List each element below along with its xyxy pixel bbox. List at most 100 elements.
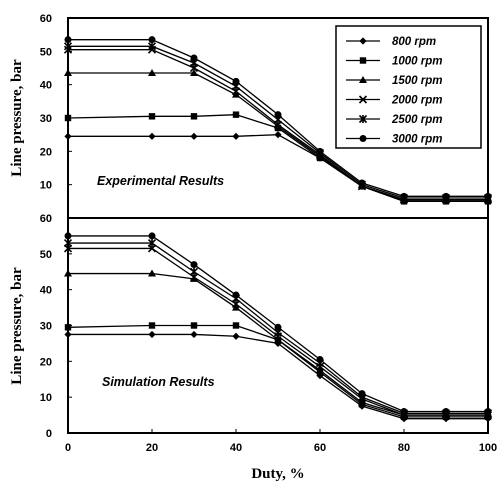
top-data-point (358, 179, 366, 187)
top-data-point (63, 42, 73, 51)
legend-label: 1500 rpm (392, 75, 443, 87)
x-tick-label: 100 (479, 442, 497, 454)
top-data-point (64, 114, 72, 122)
legend-item: 800 rpm (346, 36, 436, 48)
bottom-data-point (147, 239, 157, 248)
top-series-line (68, 45, 488, 199)
bottom-data-point (358, 398, 366, 406)
bottom-data-point (148, 269, 156, 277)
bottom-data-point (64, 232, 72, 240)
bottom-data-point (189, 267, 199, 276)
bottom-panel: 60 50 40 30 20 10 0 Simulation Results (40, 213, 493, 440)
bottom-series-line (68, 235, 488, 413)
bottom-data-point (190, 330, 198, 339)
bottom-y-tick-labels: 60 50 40 30 20 10 0 (40, 213, 72, 440)
top-y-tick-label: 40 (40, 80, 52, 92)
bottom-y-tick-label: 30 (40, 321, 52, 333)
legend-item: 1000 rpm (346, 56, 443, 68)
top-data-point (442, 192, 450, 200)
top-data-point (274, 131, 282, 139)
legend-label: 2000 rpm (391, 95, 443, 107)
legend-swatch-marker (359, 57, 367, 64)
bottom-data-point (484, 408, 492, 415)
top-data-point (400, 192, 408, 200)
bottom-data-point (148, 330, 156, 339)
legend-label: 3000 rpm (392, 134, 443, 146)
top-y-tick-label: 10 (40, 180, 52, 192)
top-y-tick-label: 20 (40, 146, 52, 158)
x-tick-label: 40 (230, 442, 242, 454)
top-data-point (274, 111, 282, 119)
bottom-data-point (64, 324, 72, 331)
x-axis-title: Duty, % (251, 466, 304, 482)
top-panel: 60 50 40 30 20 10 Experimental Results 800 rp… (40, 13, 493, 219)
bottom-y-axis-title: Line pressure, bar (9, 267, 25, 385)
bottom-data-point (358, 390, 366, 398)
bottom-data-point (232, 322, 240, 329)
top-series-5 (64, 36, 492, 200)
top-data-point (64, 69, 72, 76)
x-tick-label: 0 (65, 442, 71, 454)
bottom-y-tick-label: 10 (40, 392, 52, 404)
legend-label: 1000 rpm (392, 56, 443, 68)
bottom-data-point (190, 261, 198, 269)
legend-label: 2500 rpm (391, 114, 443, 126)
bottom-data-point (190, 322, 198, 329)
top-y-tick-label: 60 (40, 13, 52, 25)
bottom-series-line (68, 242, 488, 414)
top-y-tick-label: 30 (40, 113, 52, 125)
legend-item: 2000 rpm (346, 95, 443, 107)
bottom-y-tick-label: 60 (40, 213, 52, 225)
top-series-line (67, 114, 488, 202)
top-data-point (148, 113, 156, 120)
bottom-data-point (442, 408, 450, 415)
bottom-y-tick-label: 20 (40, 356, 52, 368)
bottom-data-point (274, 323, 282, 331)
legend-swatch-marker (359, 37, 367, 45)
x-tick-label: 60 (314, 442, 326, 454)
top-panel-annotation: Experimental Results (97, 174, 224, 188)
top-data-point (232, 111, 240, 118)
bottom-data-point (232, 303, 240, 311)
bottom-data-point (316, 366, 324, 374)
top-data-point (148, 132, 156, 140)
top-data-point (148, 36, 156, 44)
bottom-y-tick-label: 50 (40, 249, 52, 261)
legend-swatch-marker (358, 114, 368, 124)
bottom-data-point (148, 322, 156, 329)
bottom-data-point (148, 232, 156, 240)
legend-swatch-marker (358, 95, 368, 104)
top-y-axis-title: Line pressure, bar (9, 59, 25, 177)
top-data-point (147, 42, 157, 51)
bottom-y-tick-label: 0 (46, 428, 52, 440)
bottom-series-line (68, 247, 488, 416)
bottom-series-5 (64, 232, 492, 415)
top-data-point (148, 69, 156, 76)
legend-swatch-marker (359, 135, 367, 142)
top-series-line (68, 49, 488, 201)
x-tick-label: 20 (146, 442, 158, 454)
top-data-point (232, 77, 240, 85)
bottom-data-point (64, 269, 72, 277)
bottom-panel-annotation: Simulation Results (102, 375, 215, 389)
bottom-series-line (67, 324, 488, 418)
legend-item: 2500 rpm (346, 114, 443, 126)
top-series-line (68, 39, 488, 197)
bottom-y-tick-label: 40 (40, 285, 52, 297)
legend-label: 800 rpm (392, 36, 436, 48)
top-data-point (64, 132, 72, 140)
top-data-point (484, 192, 492, 200)
top-data-point (190, 69, 198, 76)
legend-item: 1500 rpm (346, 75, 443, 87)
top-data-point (64, 36, 72, 44)
bottom-data-point (316, 356, 324, 364)
bottom-data-point (274, 335, 282, 343)
legend-swatch-marker (359, 76, 367, 83)
top-y-tick-label: 50 (40, 46, 52, 58)
bottom-data-point (232, 332, 240, 340)
legend-item: 3000 rpm (346, 134, 443, 146)
bottom-data-point (64, 330, 72, 339)
top-data-point (316, 147, 324, 155)
top-series-group (63, 36, 493, 205)
